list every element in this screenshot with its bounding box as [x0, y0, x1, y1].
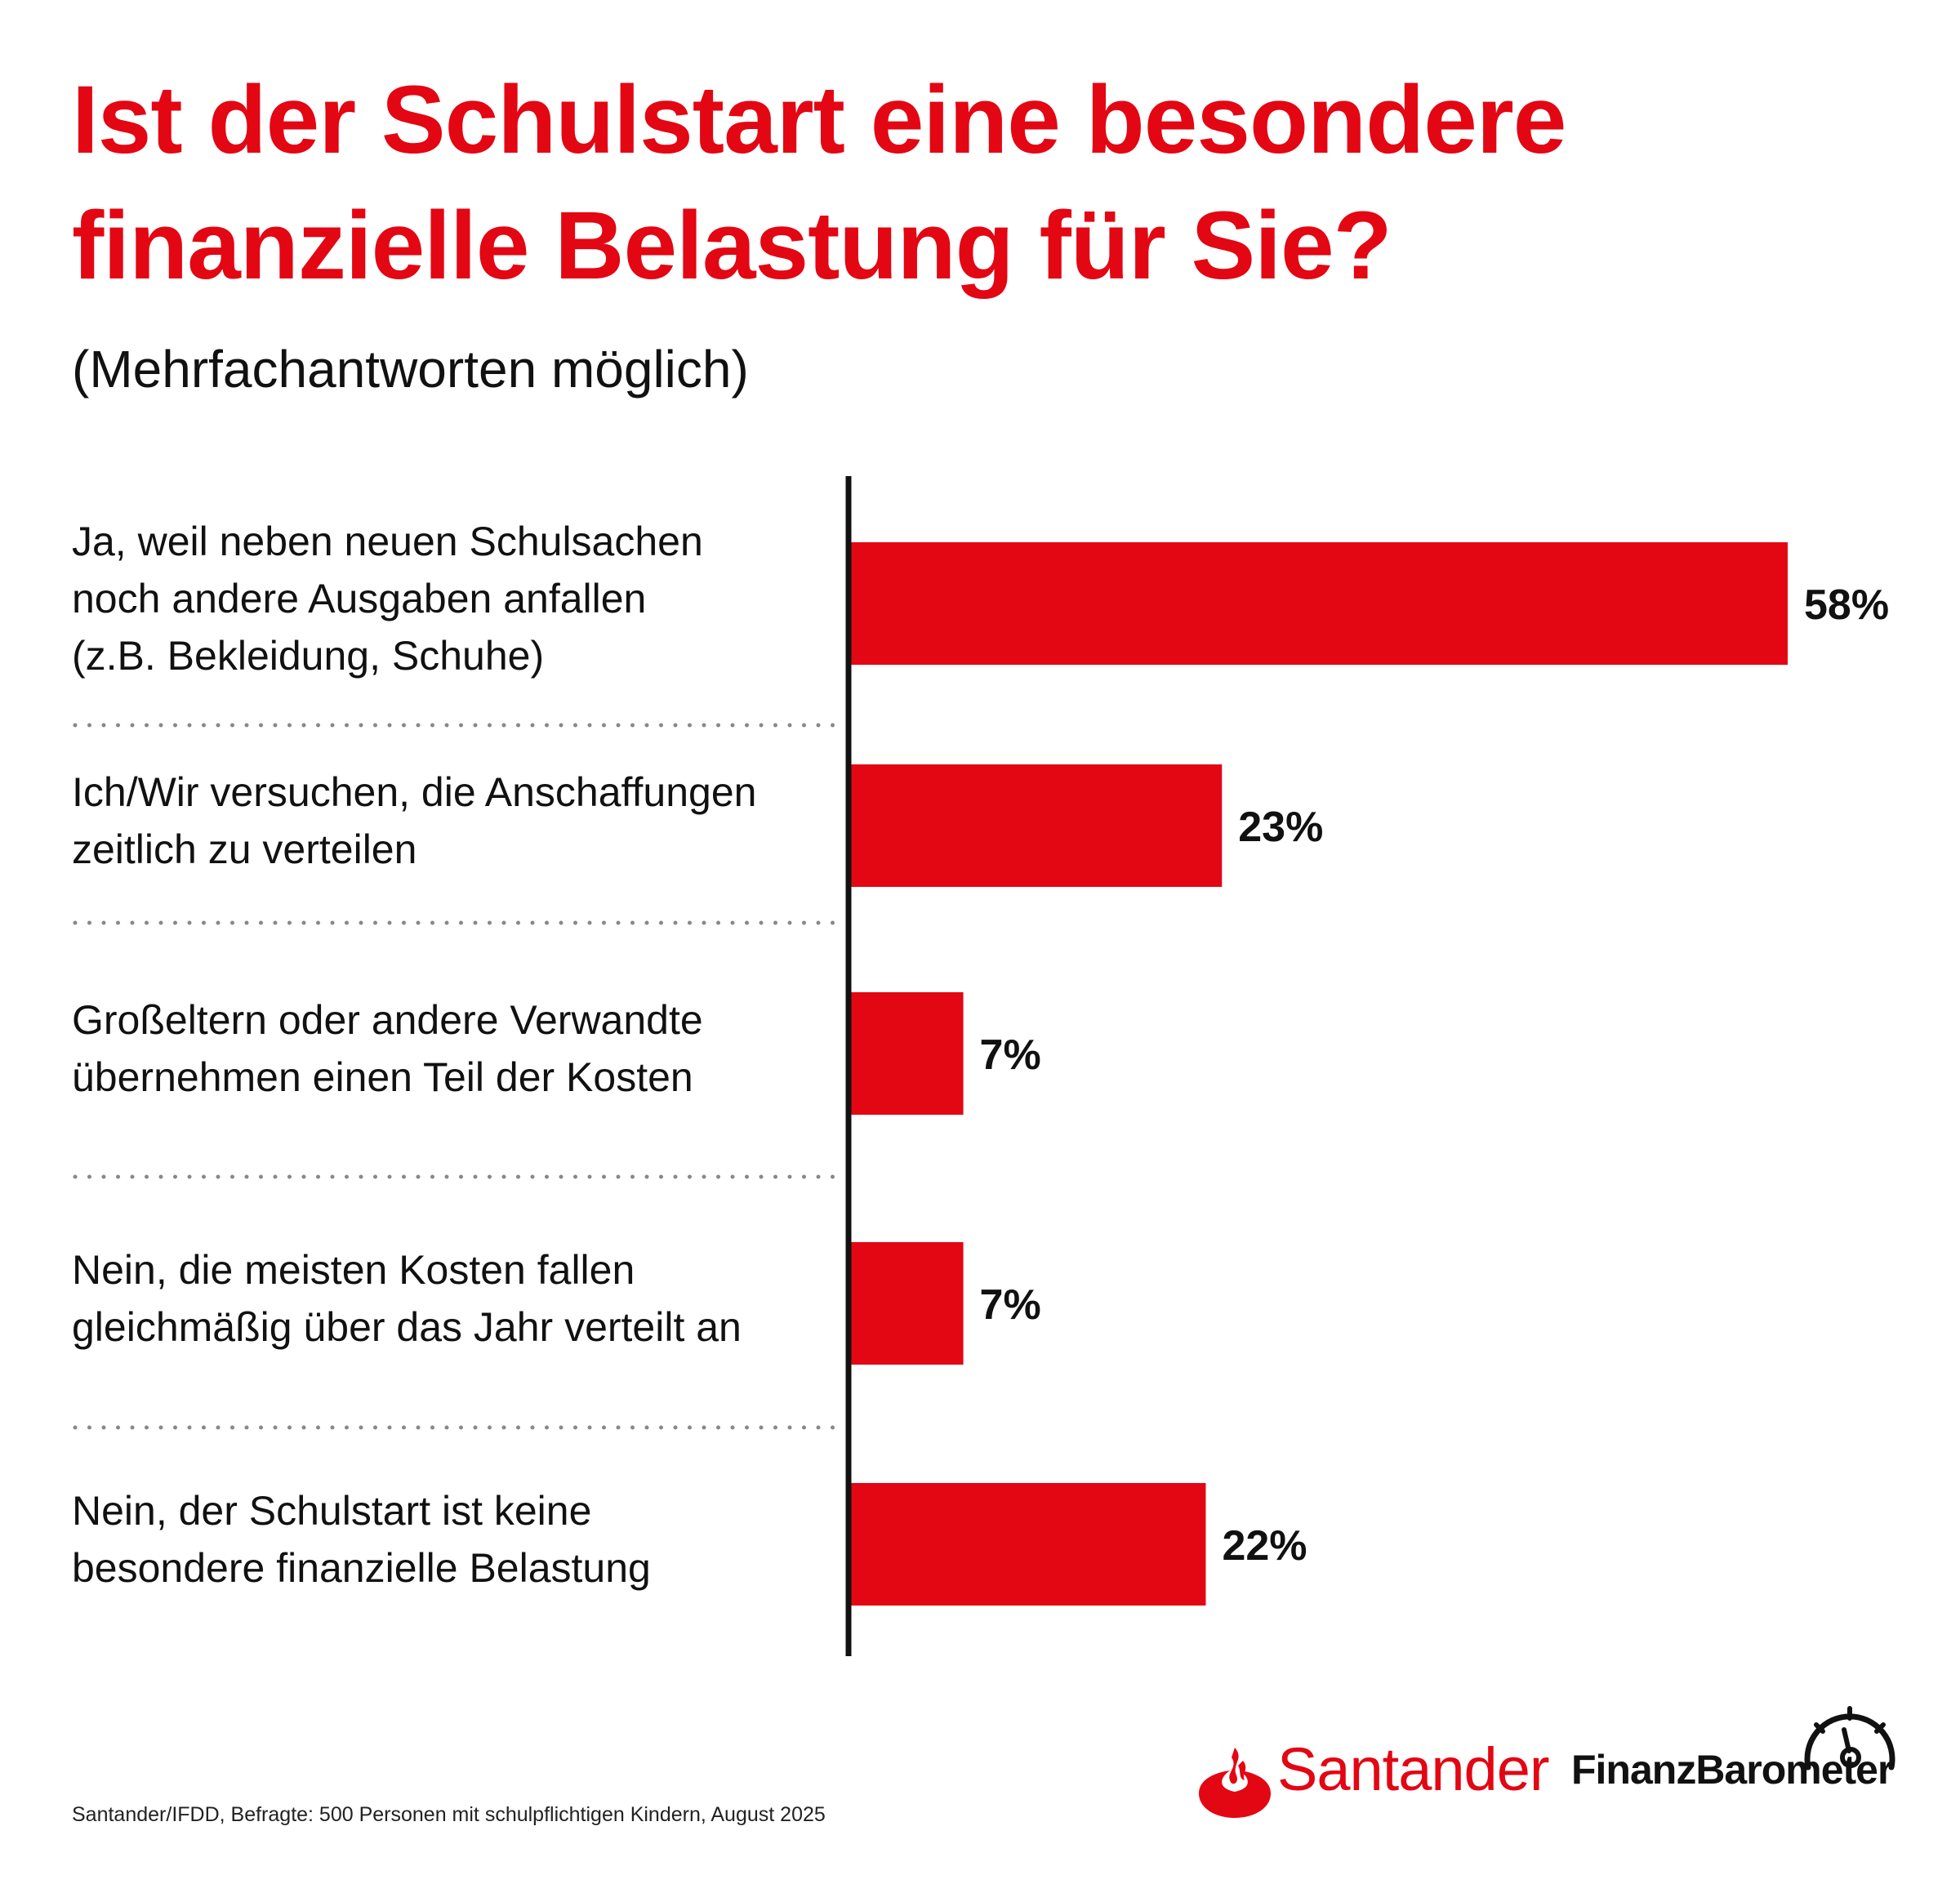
value-label: 58%	[1804, 581, 1889, 629]
category-label-line: Ich/Wir versuchen, die Anschaffungen	[72, 769, 757, 815]
product-name: FinanzBarometer	[1571, 1747, 1893, 1793]
bar	[850, 764, 1223, 887]
category-label: Nein, die meisten Kosten fallen gleichmäß…	[72, 1241, 840, 1356]
category-label-line: gleichmäßig über das Jahr verteilt an	[72, 1304, 742, 1350]
category-label-line: noch andere Ausgaben anfallen	[72, 576, 647, 621]
category-label-line: Ja, weil neben neuen Schulsachen	[72, 519, 703, 564]
brand-logo: Santander FinanzBarometer	[1194, 1706, 1913, 1829]
category-label-line: Nein, der Schulstart ist keine	[72, 1488, 592, 1534]
bar	[850, 1242, 964, 1365]
value-label: 22%	[1222, 1522, 1307, 1570]
brand-name: Santander	[1277, 1735, 1549, 1803]
category-label-line: besondere finanzielle Belastung	[72, 1545, 651, 1591]
speedometer-icon	[1804, 1706, 1895, 1771]
value-label: 7%	[980, 1031, 1041, 1079]
title-line-2: finanzielle Belastung für Sie?	[72, 192, 1392, 300]
value-label: 7%	[980, 1281, 1041, 1329]
bar	[850, 992, 964, 1115]
category-label-line: Großeltern oder andere Verwandte	[72, 997, 703, 1043]
category-label-line: übernehmen einen Teil der Kosten	[72, 1054, 693, 1100]
value-label: 23%	[1238, 804, 1323, 851]
category-label-line: Nein, die meisten Kosten fallen	[72, 1247, 635, 1293]
category-label-line: (z.B. Bekleidung, Schuhe)	[72, 633, 545, 679]
title-line-1: Ist der Schulstart eine besondere	[72, 66, 1566, 174]
chart-subtitle: (Mehrfachantworten möglich)	[72, 340, 749, 399]
bar	[850, 1483, 1206, 1606]
category-label: Ja, weil neben neuen Schulsachen noch and…	[72, 513, 840, 684]
source-note: Santander/IFDD, Befragte: 500 Personen m…	[72, 1803, 826, 1826]
chart-title: Ist der Schulstart eine besondere finanz…	[72, 57, 1909, 309]
bar	[850, 542, 1788, 665]
category-label: Nein, der Schulstart ist keine besondere …	[72, 1482, 840, 1597]
santander-flame-icon	[1199, 1748, 1271, 1818]
category-label-line: zeitlich zu verteilen	[72, 826, 417, 872]
category-label: Großeltern oder andere Verwandte übernehm…	[72, 991, 840, 1106]
category-label: Ich/Wir versuchen, die Anschaffungen zeit…	[72, 764, 840, 878]
